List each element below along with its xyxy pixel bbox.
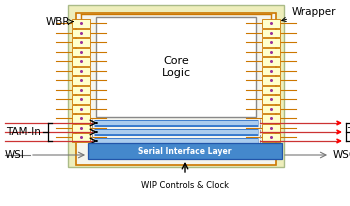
Bar — [262, 19, 280, 27]
Bar — [72, 67, 90, 75]
Bar — [262, 48, 280, 56]
Bar — [76, 13, 276, 165]
Bar — [96, 17, 256, 117]
Bar — [262, 85, 280, 94]
Bar — [72, 133, 90, 142]
Bar — [262, 104, 280, 113]
Bar — [88, 143, 282, 159]
Text: Wrapper: Wrapper — [282, 7, 336, 21]
Text: TAM-Out: TAM-Out — [347, 127, 350, 137]
Text: TAM-In: TAM-In — [6, 127, 41, 137]
Text: WBR: WBR — [46, 17, 74, 27]
Bar — [262, 67, 280, 75]
Bar — [72, 85, 90, 94]
Bar — [72, 48, 90, 56]
Bar — [262, 38, 280, 47]
Bar — [72, 114, 90, 123]
Bar — [262, 114, 280, 123]
Bar — [262, 76, 280, 84]
Bar — [72, 104, 90, 113]
Text: Serial Interface Layer: Serial Interface Layer — [138, 146, 232, 156]
Bar — [72, 76, 90, 84]
Bar — [72, 38, 90, 47]
Bar — [262, 124, 280, 132]
Text: WIP Controls & Clock: WIP Controls & Clock — [141, 181, 229, 190]
Bar — [262, 57, 280, 66]
Bar — [72, 28, 90, 37]
Bar — [72, 124, 90, 132]
Text: WSI: WSI — [5, 150, 25, 160]
Bar — [72, 19, 90, 27]
Bar — [68, 5, 284, 167]
Bar — [72, 95, 90, 103]
Bar — [72, 57, 90, 66]
Bar — [262, 95, 280, 103]
Text: Core
Logic: Core Logic — [161, 56, 190, 78]
Bar — [262, 28, 280, 37]
Bar — [262, 133, 280, 142]
Text: WSO: WSO — [333, 150, 350, 160]
